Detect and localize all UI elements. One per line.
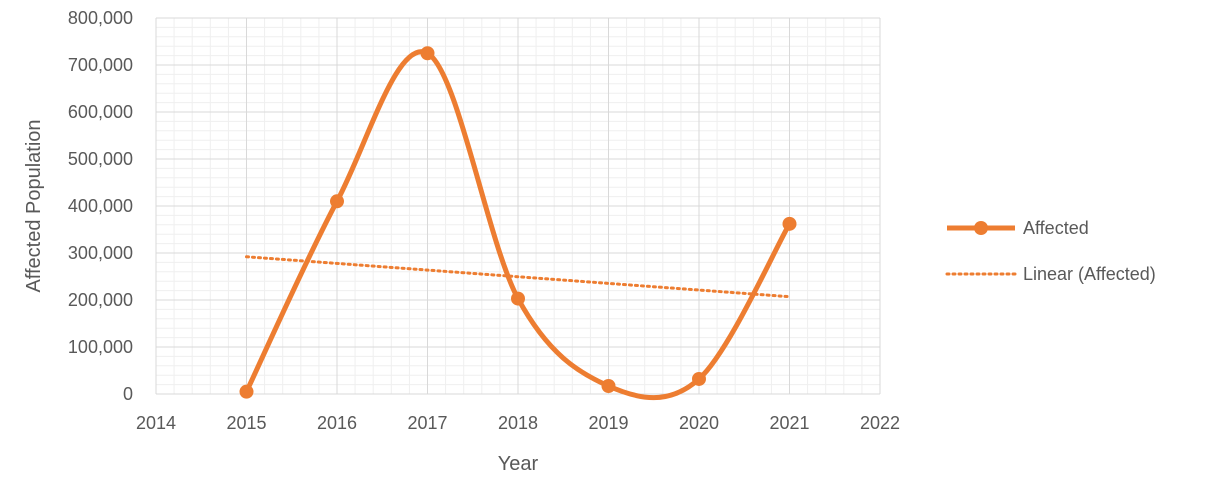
x-axis-title: Year xyxy=(498,453,539,475)
legend-affected-label: Affected xyxy=(1023,218,1089,238)
data-point-2017 xyxy=(420,46,435,61)
x-tick-label: 2017 xyxy=(407,413,447,433)
x-tick-label: 2015 xyxy=(226,413,266,433)
y-axis-tick-labels: 0 100,000 200,000 300,000 400,000 500,000 600,… xyxy=(68,8,133,404)
series-layer xyxy=(239,46,797,401)
legend-linear-affected-label: Linear (Affected) xyxy=(1023,264,1156,284)
legend-affected-marker-icon xyxy=(974,221,988,235)
trendline-layer xyxy=(245,255,791,299)
data-point-2019 xyxy=(601,379,616,394)
legend-item-affected: Affected xyxy=(947,218,1089,238)
x-tick-label: 2014 xyxy=(136,413,176,433)
y-tick-label: 300,000 xyxy=(68,243,133,263)
x-tick-label: 2019 xyxy=(588,413,628,433)
y-tick-label: 100,000 xyxy=(68,337,133,357)
x-axis-tick-labels: 2014 2015 2016 2017 2018 2019 2020 2021 2022 xyxy=(136,413,900,433)
y-tick-label: 200,000 xyxy=(68,290,133,310)
x-tick-label: 2020 xyxy=(679,413,719,433)
y-tick-label: 0 xyxy=(123,384,133,404)
data-point-2016 xyxy=(330,194,344,209)
data-point-2018 xyxy=(511,291,525,306)
y-tick-label: 400,000 xyxy=(68,196,133,216)
x-tick-label: 2022 xyxy=(860,413,900,433)
data-point-2015 xyxy=(239,384,254,399)
y-axis-title: Affected Population xyxy=(23,119,45,292)
x-tick-label: 2016 xyxy=(317,413,357,433)
data-point-2020 xyxy=(692,371,706,386)
legend-item-linear-affected: Linear (Affected) xyxy=(945,264,1156,284)
x-tick-label: 2021 xyxy=(769,413,809,433)
y-tick-label: 600,000 xyxy=(68,102,133,122)
y-tick-label: 800,000 xyxy=(68,8,133,28)
trendline-linear-affected xyxy=(245,255,791,299)
x-tick-label: 2018 xyxy=(498,413,538,433)
legend: Affected Linear (Affected) xyxy=(945,218,1156,284)
y-tick-label: 500,000 xyxy=(68,149,133,169)
data-point-2021 xyxy=(782,216,797,231)
y-tick-label: 700,000 xyxy=(68,55,133,75)
